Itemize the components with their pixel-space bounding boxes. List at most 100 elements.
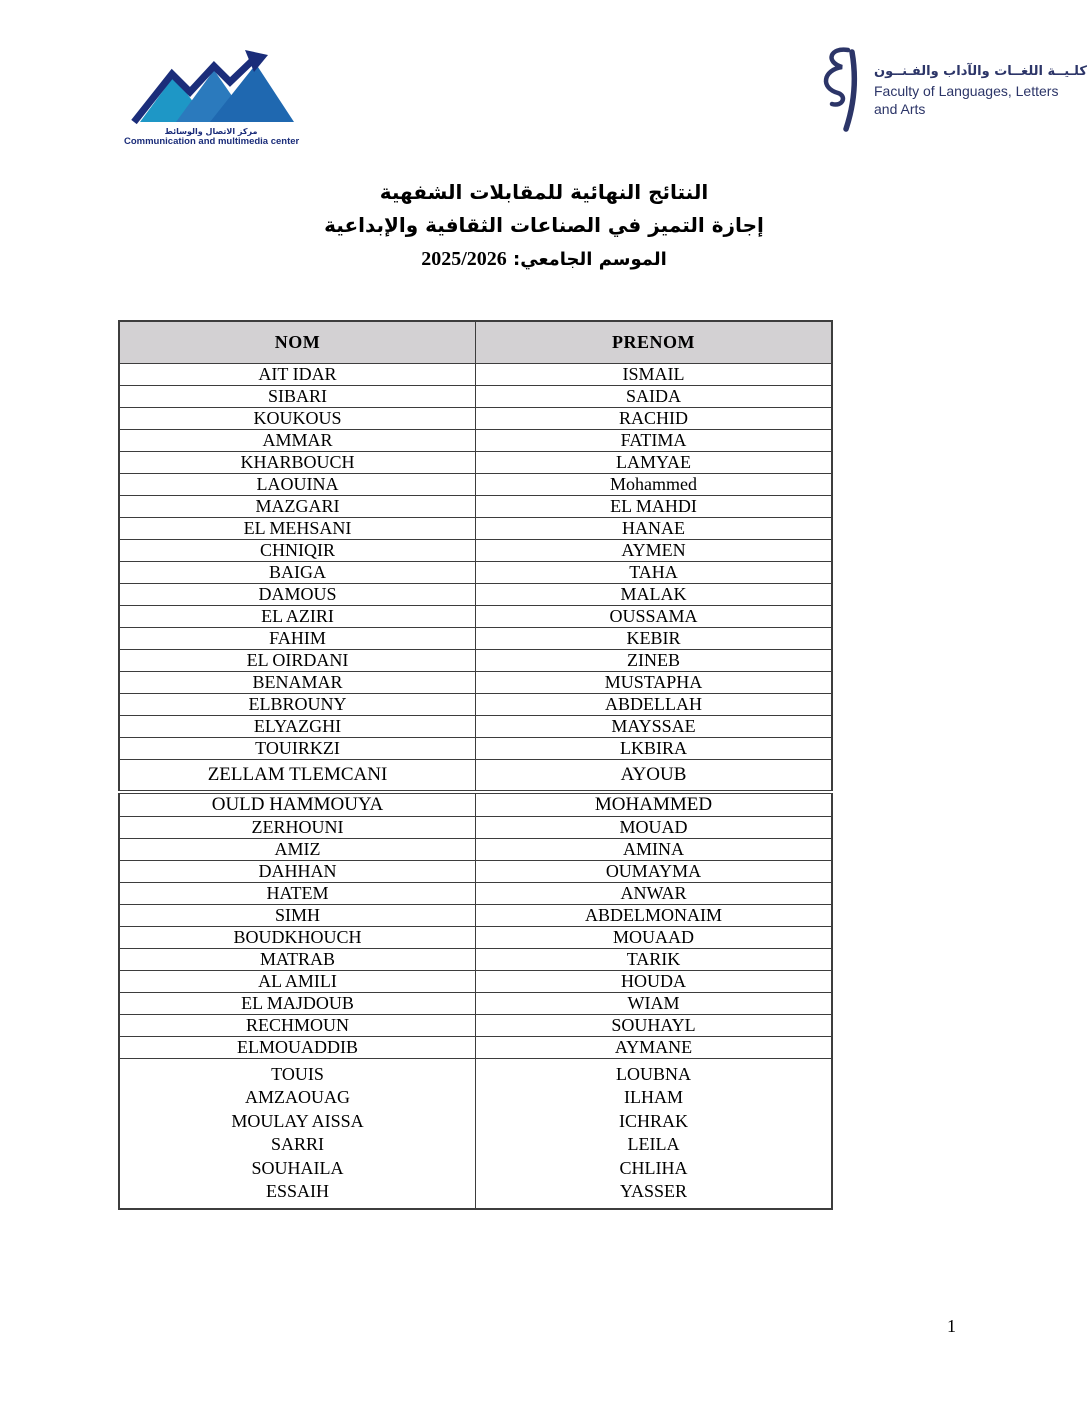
- document-title: النتائج النهائية للمقابلات الشفهية إجازة…: [0, 176, 1088, 277]
- merged-line-nom: MOULAY AISSA: [231, 1110, 364, 1131]
- cell-prenom: TARIK: [475, 948, 833, 971]
- merged-line-nom: TOUIS: [271, 1064, 324, 1084]
- cell-nom: AMIZ: [118, 838, 476, 861]
- cell-prenom: MOUAAD: [475, 926, 833, 949]
- cell-nom: DAHHAN: [118, 860, 476, 883]
- cell-prenom: MAYSSAE: [475, 714, 833, 738]
- merged-line-prenom: ILHAM: [624, 1087, 683, 1108]
- title-results-line: النتائج النهائية للمقابلات الشفهية: [379, 180, 709, 204]
- cell-nom: HATEM: [118, 882, 476, 905]
- cell-prenom: ABDELMONAIM: [475, 904, 833, 927]
- cell-nom: ELBROUNY: [118, 692, 476, 716]
- table-row: EL MEHSANI HANAE: [118, 516, 833, 540]
- cell-nom: MATRAB: [118, 948, 476, 971]
- cell-nom: MAZGARI: [118, 494, 476, 518]
- faculty-calligraphy-icon: [823, 47, 857, 132]
- table-header-row: NOM PRENOM: [118, 320, 833, 364]
- faculty-english-name-line1: Faculty of Languages, Letters: [874, 82, 1059, 99]
- cell-prenom: HANAE: [475, 516, 833, 540]
- cell-nom: DAMOUS: [118, 582, 476, 606]
- merged-line-nom: AMZAOUAG: [245, 1087, 350, 1108]
- cell-prenom: ISMAIL: [475, 362, 833, 386]
- cell-nom: FAHIM: [118, 626, 476, 650]
- merged-line-prenom: LEILA: [627, 1134, 680, 1155]
- page-number: 1: [947, 1316, 956, 1336]
- mountains-arrow-icon: [131, 50, 294, 125]
- cell-prenom: AYMEN: [475, 538, 833, 562]
- title-program-line: إجازة التميز في الصناعات الثقافية والإبد…: [324, 213, 764, 237]
- table-row-merged: TOUIS AMZAOUAG MOULAY AISSA SARRI SOUHAILA ES…: [118, 1058, 833, 1210]
- table-row: KHARBOUCH LAMYAE: [118, 450, 833, 474]
- table-body: AIT IDAR ISMAIL SIBARI SAIDA KOUKOUS RAC…: [118, 362, 833, 1210]
- cell-nom: BENAMAR: [118, 670, 476, 694]
- cell-prenom: LKBIRA: [475, 736, 833, 760]
- table-row: AIT IDAR ISMAIL: [118, 362, 833, 386]
- table-row: BENAMAR MUSTAPHA: [118, 670, 833, 694]
- table-row: AMIZ AMINA: [118, 838, 833, 861]
- cell-nom: RECHMOUN: [118, 1014, 476, 1037]
- communication-multimedia-center-logo: مركز الاتصال والوسائط Communication and …: [124, 46, 299, 148]
- cell-prenom: MUSTAPHA: [475, 670, 833, 694]
- cell-nom: ZERHOUNI: [118, 816, 476, 839]
- academic-year-label: الموسم الجامعي:: [513, 249, 667, 270]
- table-row: EL MAJDOUB WIAM: [118, 992, 833, 1015]
- table-row: LAOUINA Mohammed: [118, 472, 833, 496]
- table-row: DAMOUS MALAK: [118, 582, 833, 606]
- cell-prenom: LOUBNA ILHAM ICHRAK LEILA CHLIHA YASSER: [475, 1058, 833, 1210]
- table-row: ELYAZGHI MAYSSAE: [118, 714, 833, 738]
- column-header-nom: NOM: [118, 320, 476, 364]
- cell-nom: ELMOUADDIB: [118, 1036, 476, 1059]
- table-row: MAZGARI EL MAHDI: [118, 494, 833, 518]
- table-row: TOUIRKZI LKBIRA: [118, 736, 833, 760]
- merged-line-prenom: LOUBNA: [616, 1064, 691, 1084]
- cell-nom: SIMH: [118, 904, 476, 927]
- cell-prenom: EL MAHDI: [475, 494, 833, 518]
- cell-nom: TOUIRKZI: [118, 736, 476, 760]
- cell-prenom: MALAK: [475, 582, 833, 606]
- cell-nom: TOUIS AMZAOUAG MOULAY AISSA SARRI SOUHAILA ES…: [118, 1058, 476, 1210]
- table-row: DAHHAN OUMAYMA: [118, 860, 833, 883]
- merged-line-prenom: CHLIHA: [619, 1157, 688, 1178]
- table-row: ELMOUADDIB AYMANE: [118, 1036, 833, 1059]
- table-row: KOUKOUS RACHID: [118, 406, 833, 430]
- cell-prenom: WIAM: [475, 992, 833, 1015]
- cell-nom: KHARBOUCH: [118, 450, 476, 474]
- table-row: FAHIM KEBIR: [118, 626, 833, 650]
- cell-prenom: AMINA: [475, 838, 833, 861]
- table-row: BOUDKHOUCH MOUAAD: [118, 926, 833, 949]
- table-row: RECHMOUN SOUHAYL: [118, 1014, 833, 1037]
- cell-nom: ELYAZGHI: [118, 714, 476, 738]
- merged-line-prenom: ICHRAK: [618, 1110, 688, 1131]
- cell-nom: AMMAR: [118, 428, 476, 452]
- title-academic-year-line: الموسم الجامعي: 2025/2026: [0, 242, 1088, 277]
- table-row: ZERHOUNI MOUAD: [118, 816, 833, 839]
- table-row: EL OIRDANI ZINEB: [118, 648, 833, 672]
- table-row: AL AMILI HOUDA: [118, 970, 833, 993]
- cell-nom: OULD HAMMOUYA: [118, 791, 476, 817]
- table-row: SIBARI SAIDA: [118, 384, 833, 408]
- faculty-logo: كلـيــة اللغــات والآداب والفـنــون Facu…: [818, 40, 1087, 135]
- cell-nom: EL MEHSANI: [118, 516, 476, 540]
- cell-nom: EL OIRDANI: [118, 648, 476, 672]
- cell-prenom: FATIMA: [475, 428, 833, 452]
- cell-nom: EL MAJDOUB: [118, 992, 476, 1015]
- table-row: HATEM ANWAR: [118, 882, 833, 905]
- table-row: CHNIQIR AYMEN: [118, 538, 833, 562]
- faculty-arabic-name: كلـيــة اللغــات والآداب والفـنــون: [874, 63, 1087, 79]
- cell-nom: LAOUINA: [118, 472, 476, 496]
- merged-line-nom: SARRI: [270, 1134, 324, 1155]
- cell-prenom: OUSSAMA: [475, 604, 833, 628]
- cell-prenom: AYMANE: [475, 1036, 833, 1059]
- table-row: MATRAB TARIK: [118, 948, 833, 971]
- cell-prenom: SAIDA: [475, 384, 833, 408]
- cell-prenom: TAHA: [475, 560, 833, 584]
- cell-prenom: SOUHAYL: [475, 1014, 833, 1037]
- table-row: ZELLAM TLEMCANI AYOUB: [118, 758, 833, 794]
- cell-prenom: ZINEB: [475, 648, 833, 672]
- cell-nom: AL AMILI: [118, 970, 476, 993]
- cell-prenom: LAMYAE: [475, 450, 833, 474]
- cell-nom: AIT IDAR: [118, 362, 476, 386]
- left-logo-arabic-text: مركز الاتصال والوسائط: [164, 127, 258, 136]
- table-row: SIMH ABDELMONAIM: [118, 904, 833, 927]
- cell-prenom: OUMAYMA: [475, 860, 833, 883]
